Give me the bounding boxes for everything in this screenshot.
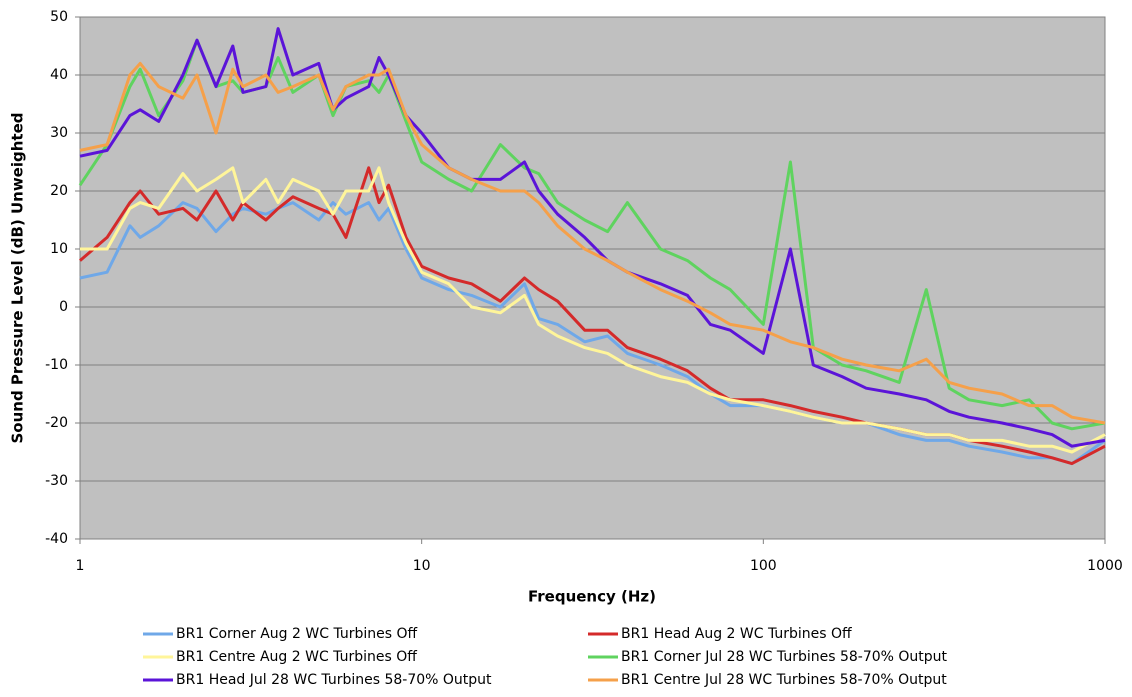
legend-label: BR1 Centre Aug 2 WC Turbines Off <box>176 649 417 665</box>
y-axis-title: Sound Pressure Level (dB) Unweighted <box>9 113 27 444</box>
y-tick-label: 0 <box>59 299 68 315</box>
x-tick-label: 1 <box>76 558 85 574</box>
y-tick-label: 20 <box>50 183 68 199</box>
y-tick-label: 30 <box>50 125 68 141</box>
x-tick-label: 10 <box>413 558 431 574</box>
legend-label: BR1 Head Aug 2 WC Turbines Off <box>621 626 852 642</box>
x-axis-title: Frequency (Hz) <box>528 588 656 606</box>
y-tick-label: -30 <box>45 473 68 489</box>
series-line <box>79 61 1106 425</box>
series-line <box>80 166 1106 454</box>
y-tick-label: -20 <box>45 415 68 431</box>
plot-area <box>79 16 1106 540</box>
y-tick-label: 50 <box>50 9 68 25</box>
x-tick-label: 100 <box>750 558 777 574</box>
legend-label: BR1 Corner Aug 2 WC Turbines Off <box>176 626 418 642</box>
y-tick-label: 40 <box>50 67 68 83</box>
series-line <box>79 27 1106 448</box>
y-tick-label: -10 <box>45 357 68 373</box>
x-tick-label: 1000 <box>1087 558 1123 574</box>
y-tick-label: -40 <box>45 531 68 547</box>
legend-label: BR1 Head Jul 28 WC Turbines 58-70% Outpu… <box>176 672 492 688</box>
legend-label: BR1 Corner Jul 28 WC Turbines 58-70% Out… <box>621 649 948 665</box>
y-tick-label: 10 <box>50 241 68 257</box>
legend-label: BR1 Centre Jul 28 WC Turbines 58-70% Out… <box>621 672 947 688</box>
